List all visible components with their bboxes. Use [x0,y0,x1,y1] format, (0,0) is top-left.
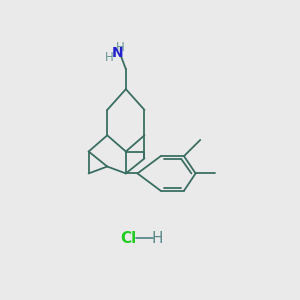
Text: Cl: Cl [120,231,136,246]
Text: H: H [116,40,125,54]
Text: H: H [105,51,113,64]
Text: H: H [152,231,163,246]
Text: N: N [112,46,124,60]
